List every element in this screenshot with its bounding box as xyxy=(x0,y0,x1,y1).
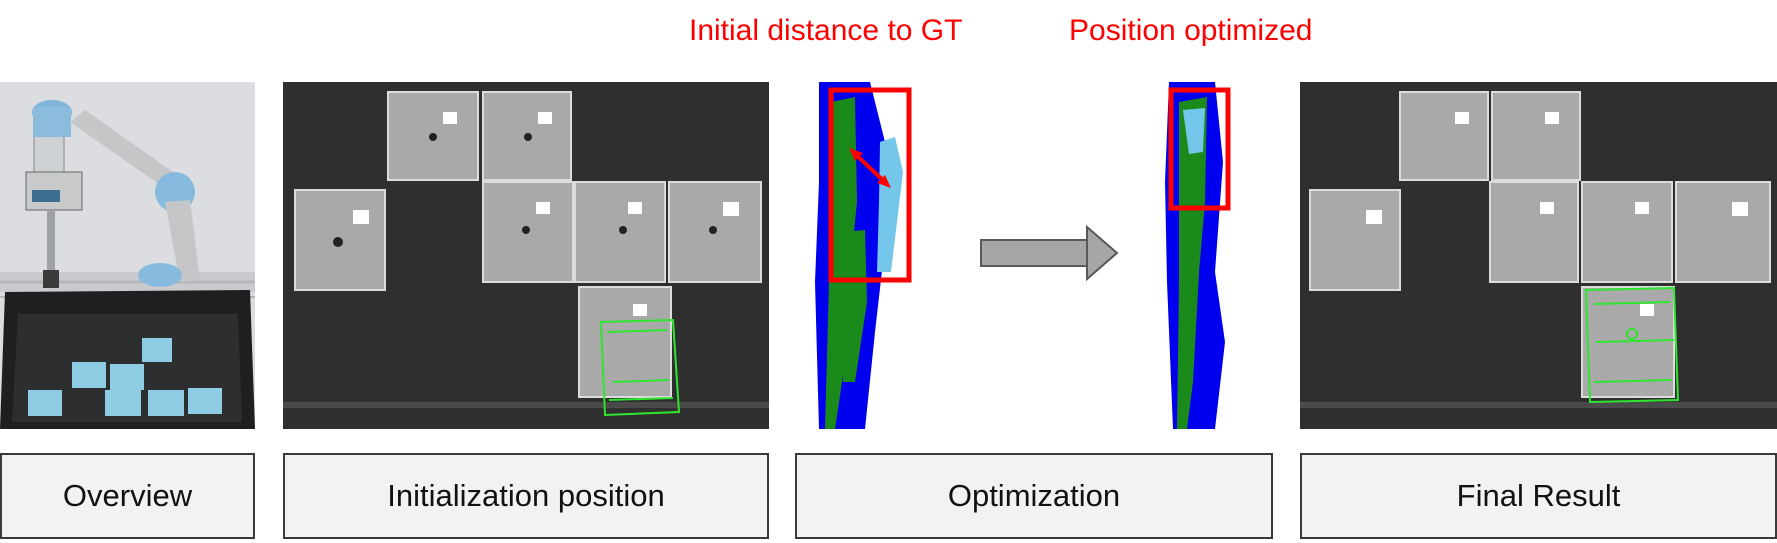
stage-label-overview: Overview xyxy=(0,453,255,539)
stage-label-optimization: Optimization xyxy=(795,453,1273,539)
initial-point-cloud xyxy=(815,82,912,429)
overview-photo xyxy=(0,82,255,429)
optimized-point-cloud xyxy=(1165,82,1231,429)
distance-arrow-icon xyxy=(877,175,891,188)
transition-arrow-icon xyxy=(980,224,1119,282)
optimization-panel xyxy=(795,82,1273,429)
stage-label-initialization: Initialization position xyxy=(283,453,769,539)
stage-label-final-result: Final Result xyxy=(1300,453,1777,539)
initialization-image xyxy=(283,82,769,429)
position-optimized-annotation: Position optimized xyxy=(1069,14,1313,47)
initial-distance-annotation: Initial distance to GT xyxy=(689,14,963,47)
final-result-image xyxy=(1300,82,1777,429)
